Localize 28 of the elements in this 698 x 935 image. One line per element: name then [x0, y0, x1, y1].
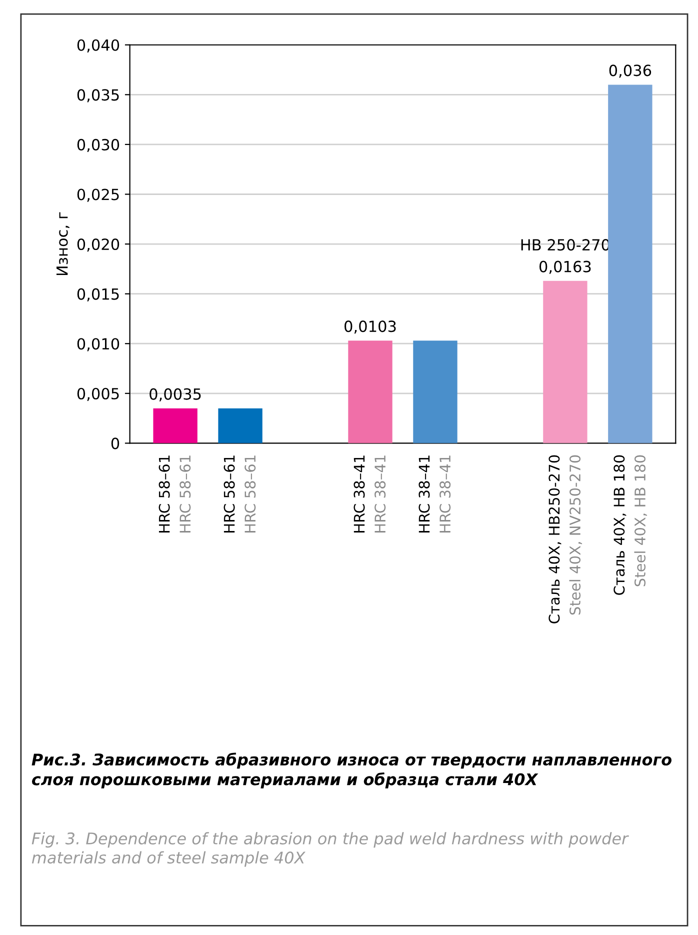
y-tick-label: 0,035: [77, 89, 119, 102]
data-label: НВ 250-270 0,0163: [521, 239, 610, 274]
y-tick-label: 0,040: [77, 39, 120, 52]
data-label: 0,036: [609, 64, 652, 78]
data-label: 0,0103: [344, 320, 396, 334]
bar: [218, 408, 262, 444]
y-tick-label: 0,005: [77, 388, 119, 401]
text: Рис.3. Зависимость абразивного износа от твердости наплавленного слоя порошковыми материалами и образца стали 40Х: [32, 752, 672, 788]
y-tick-label: 0,020: [77, 238, 120, 252]
bar: [153, 408, 198, 444]
bar: [413, 340, 458, 444]
y-tick-label: 0,010: [77, 338, 120, 352]
y-tick-label: 0,030: [77, 138, 120, 152]
y-tick-label: 0: [111, 438, 120, 450]
bar: [543, 280, 588, 444]
caption: Fig. 3. Dependence of the abrasion on the pad weld hardness with powder materials and of steel sample 40X: [32, 832, 629, 867]
x-tick-label: Сталь 40Х, НВ250-270 Steel 40X, NV250-270: [548, 455, 582, 624]
x-tick-label: HRC 58–61 HRC 58–61: [158, 456, 191, 532]
bar: [608, 84, 652, 444]
y-tick-label: 0,015: [77, 288, 119, 302]
x-tick-label: HRC 38–41 HRC 38–41: [354, 456, 386, 532]
bar: [348, 340, 392, 444]
y-tick-label: 0,025: [77, 188, 119, 202]
data-label: 0,0035: [150, 388, 201, 402]
y-axis-title: Износ, г: [56, 212, 70, 276]
x-tick-label: HRC 38–41 HRC 38–41: [418, 456, 451, 532]
x-tick-label: HRC 58–61 HRC 58–61: [224, 456, 256, 532]
x-tick-label: Сталь 40Х, НВ 180 Steel 40X, HB 180: [614, 455, 648, 595]
